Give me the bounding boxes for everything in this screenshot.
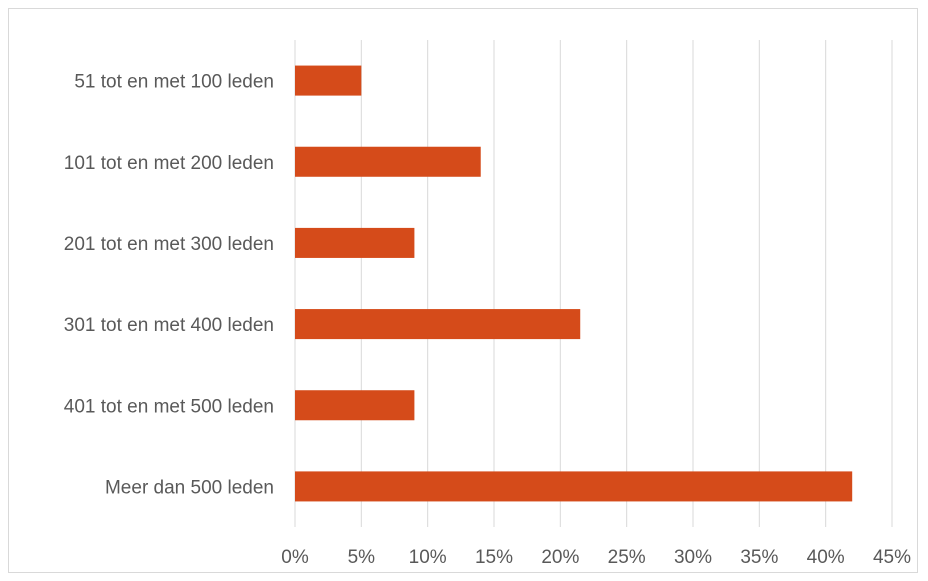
gridlines	[294, 40, 893, 527]
x-tick-label: 45%	[873, 547, 911, 568]
bars	[295, 65, 853, 502]
x-tick-label: 10%	[409, 547, 447, 568]
x-tick-label: 35%	[740, 547, 778, 568]
x-tick-label: 0%	[281, 547, 309, 568]
category-label: 201 tot en met 300 leden	[64, 234, 274, 255]
x-tick-label: 30%	[674, 547, 712, 568]
bar	[295, 471, 853, 502]
category-label: 51 tot en met 100 leden	[74, 72, 274, 93]
x-tick-label: 15%	[475, 547, 513, 568]
bar	[295, 227, 415, 258]
x-tick-label: 5%	[348, 547, 376, 568]
bar	[295, 390, 415, 421]
category-label: 301 tot en met 400 leden	[64, 315, 274, 336]
category-label: 401 tot en met 500 leden	[64, 396, 274, 417]
x-tick-label: 40%	[807, 547, 845, 568]
bar	[295, 65, 362, 96]
x-tick-labels: 0% 5% 10% 15% 20% 25% 30% 35% 40% 45%	[281, 547, 911, 568]
bar	[295, 309, 581, 340]
category-label: Meer dan 500 leden	[105, 477, 274, 498]
bar	[295, 146, 481, 177]
x-tick-label: 25%	[608, 547, 646, 568]
x-tick-label: 20%	[541, 547, 579, 568]
category-label: 101 tot en met 200 leden	[64, 153, 274, 174]
category-labels: 51 tot en met 100 leden 101 tot en met 20…	[64, 72, 274, 499]
